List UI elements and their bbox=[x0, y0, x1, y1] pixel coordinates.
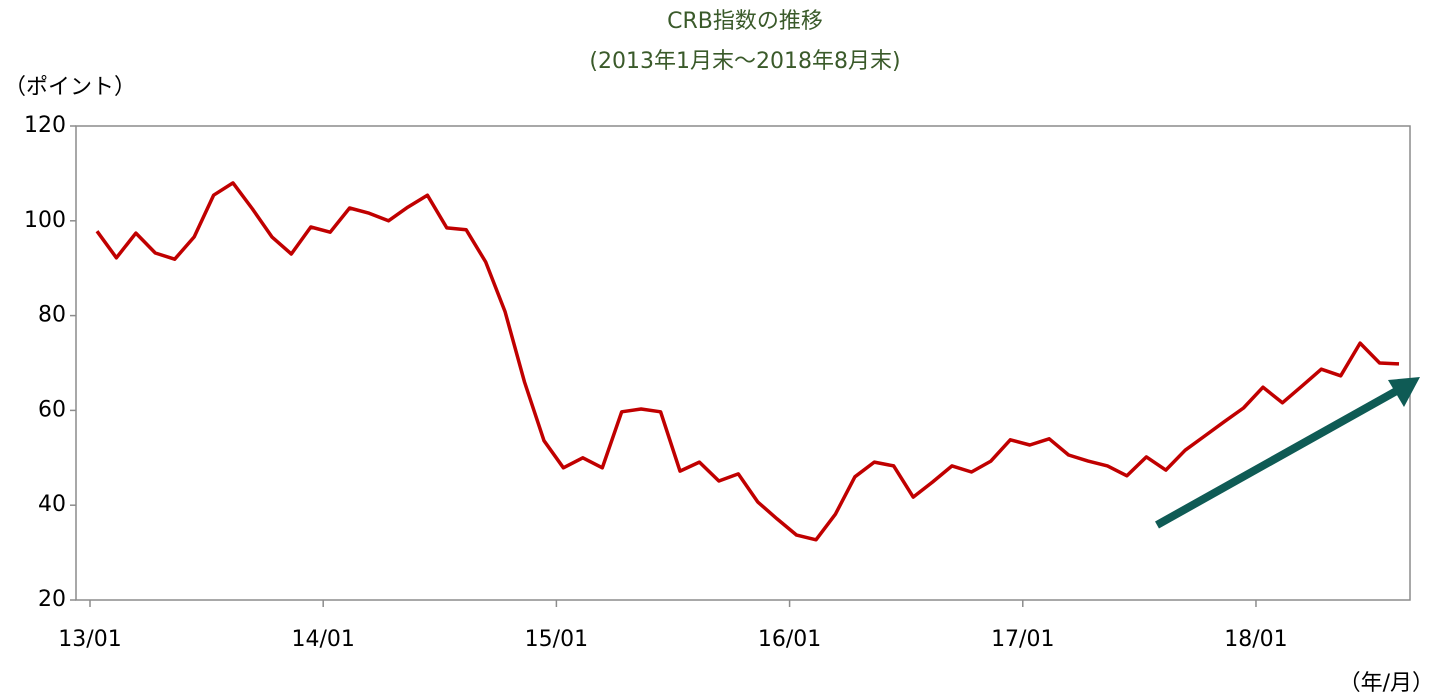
data-line bbox=[95, 181, 1400, 542]
x-tick-label: 14/01 bbox=[291, 627, 354, 652]
chart-subtitle: (2013年1月末～2018年8月末) bbox=[589, 49, 900, 74]
y-tick-label: 80 bbox=[38, 303, 66, 328]
x-axis-label: （年/月） bbox=[1339, 671, 1434, 696]
y-tick-label: 40 bbox=[38, 492, 66, 517]
x-tick-label: 18/01 bbox=[1224, 627, 1287, 652]
y-axis-label: （ポイント） bbox=[4, 75, 136, 100]
x-tick-label: 17/01 bbox=[991, 627, 1054, 652]
x-tick-label: 15/01 bbox=[525, 627, 588, 652]
y-tick-label: 60 bbox=[38, 397, 66, 422]
x-tick-label: 16/01 bbox=[758, 627, 821, 652]
y-tick-label: 120 bbox=[24, 113, 66, 138]
chart-title: CRB指数の推移 bbox=[667, 9, 823, 34]
y-tick-label: 20 bbox=[38, 587, 66, 612]
y-tick-label: 100 bbox=[24, 208, 66, 233]
plot-frame bbox=[75, 125, 1411, 601]
x-tick-label: 13/01 bbox=[58, 627, 121, 652]
trend-arrow bbox=[1155, 377, 1420, 529]
